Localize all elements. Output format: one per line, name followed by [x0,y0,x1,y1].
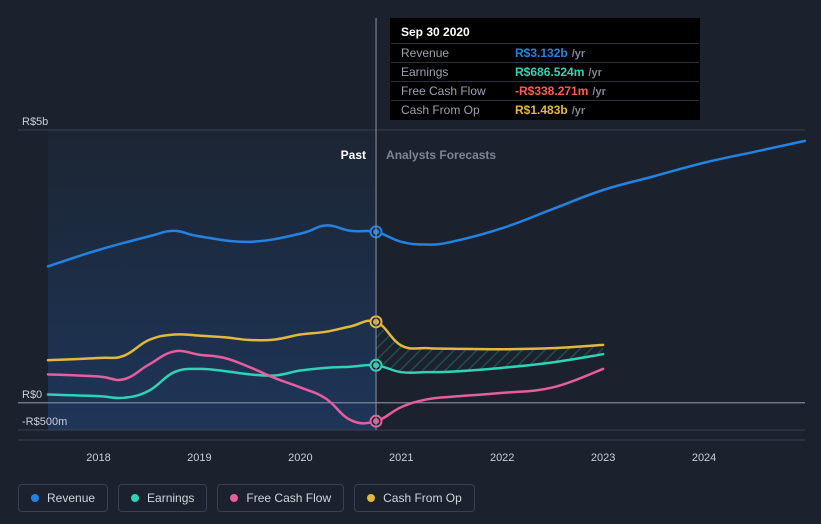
x-axis-tick-label: 2021 [389,452,413,464]
x-axis-tick-label: 2024 [692,452,716,464]
tooltip-row-label: Cash From Op [401,103,501,117]
legend-swatch-icon [230,494,238,502]
tooltip-row-unit: /yr [572,105,585,117]
tooltip-row-unit: /yr [592,86,605,98]
tooltip-row-label: Free Cash Flow [401,84,501,98]
x-axis-tick-label: 2022 [490,452,514,464]
y-axis-tick-label: -R$500m [22,416,67,428]
tooltip-row-value: R$686.524m/yr [515,65,602,79]
legend-item-earnings[interactable]: Earnings [118,484,207,512]
x-axis-tick-label: 2018 [86,452,110,464]
legend-swatch-icon [367,494,375,502]
legend-swatch-icon [31,494,39,502]
tooltip-row: Earnings R$686.524m/yr [391,62,699,81]
x-axis-tick-label: 2019 [187,452,211,464]
tooltip-row-label: Revenue [401,46,501,60]
y-axis-tick-label: R$5b [22,116,48,128]
legend-item-fcf[interactable]: Free Cash Flow [217,484,344,512]
tooltip-row-unit: /yr [588,67,601,79]
legend-item-label: Free Cash Flow [246,491,331,505]
x-axis-tick-label: 2020 [288,452,312,464]
legend-swatch-icon [131,494,139,502]
legend-item-cfo[interactable]: Cash From Op [354,484,475,512]
tooltip-date: Sep 30 2020 [391,19,699,43]
legend-item-label: Revenue [47,491,95,505]
tooltip-row-value: R$3.132b/yr [515,46,585,60]
forecast-region-label: Analysts Forecasts [386,148,496,162]
tooltip-row: Revenue R$3.132b/yr [391,43,699,62]
y-axis-tick-label: R$0 [22,389,42,401]
chart-cursor-tooltip: Sep 30 2020 Revenue R$3.132b/yr Earnings R$… [390,18,700,120]
legend-item-label: Earnings [147,491,194,505]
tooltip-row: Cash From Op R$1.483b/yr [391,100,699,119]
financials-forecast-chart: R$5b R$0 -R$500m 2018 2019 2020 2021 2022 2023 2… [0,0,821,524]
past-region-label: Past [316,148,366,162]
tooltip-row-value: R$1.483b/yr [515,103,585,117]
tooltip-row-unit: /yr [572,48,585,60]
chart-legend: Revenue Earnings Free Cash Flow Cash From O… [18,484,475,512]
tooltip-row-label: Earnings [401,65,501,79]
x-axis-tick-label: 2023 [591,452,615,464]
tooltip-row: Free Cash Flow -R$338.271m/yr [391,81,699,100]
legend-item-revenue[interactable]: Revenue [18,484,108,512]
tooltip-row-value: -R$338.271m/yr [515,84,606,98]
legend-item-label: Cash From Op [383,491,462,505]
